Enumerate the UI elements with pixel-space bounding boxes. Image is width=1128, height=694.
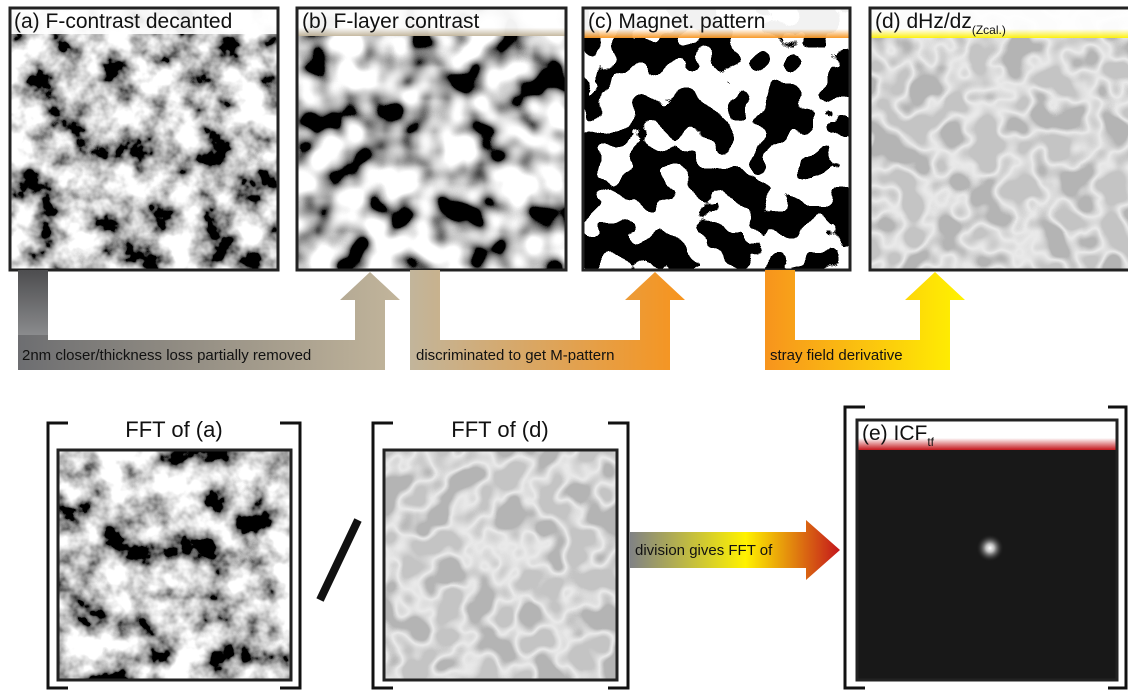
arrow-label: discriminated to get M-pattern <box>416 347 614 364</box>
fft-a: FFT of (a) <box>48 417 300 688</box>
division-slash <box>320 520 358 600</box>
panel-d: (d) dHz/dz(Zcal.) <box>870 8 1128 270</box>
arrow-label: stray field derivative <box>770 347 903 364</box>
panel-e: (e) ICFtf <box>845 407 1126 688</box>
panel-b: (b) F-layer contrast <box>297 8 566 270</box>
figure: (a) F-contrast decanted (b) F-layer cont… <box>0 0 1128 694</box>
arrow-label: 2nm closer/thickness loss partially remo… <box>22 347 311 364</box>
fft-label: FFT of (d) <box>451 417 548 442</box>
panel-label: (b) F-layer contrast <box>302 10 480 33</box>
panel-label: (a) F-contrast decanted <box>14 10 232 33</box>
panel-c: (c) Magnet. pattern <box>583 8 850 270</box>
fft-label: FFT of (a) <box>125 417 222 442</box>
division-arrow: division gives FFT of <box>630 520 840 580</box>
panel-label: (c) Magnet. pattern <box>588 10 765 33</box>
arrow-2: discriminated to get M-pattern <box>410 270 685 370</box>
panel-label: (e) ICFtf <box>862 422 935 449</box>
panel-a: (a) F-contrast decanted <box>10 8 278 270</box>
arrow-1: 2nm closer/thickness loss partially remo… <box>18 270 400 370</box>
arrow-3: stray field derivative <box>765 270 965 370</box>
arrow-label: division gives FFT of <box>635 542 773 559</box>
fft-d: FFT of (d) <box>373 417 628 688</box>
